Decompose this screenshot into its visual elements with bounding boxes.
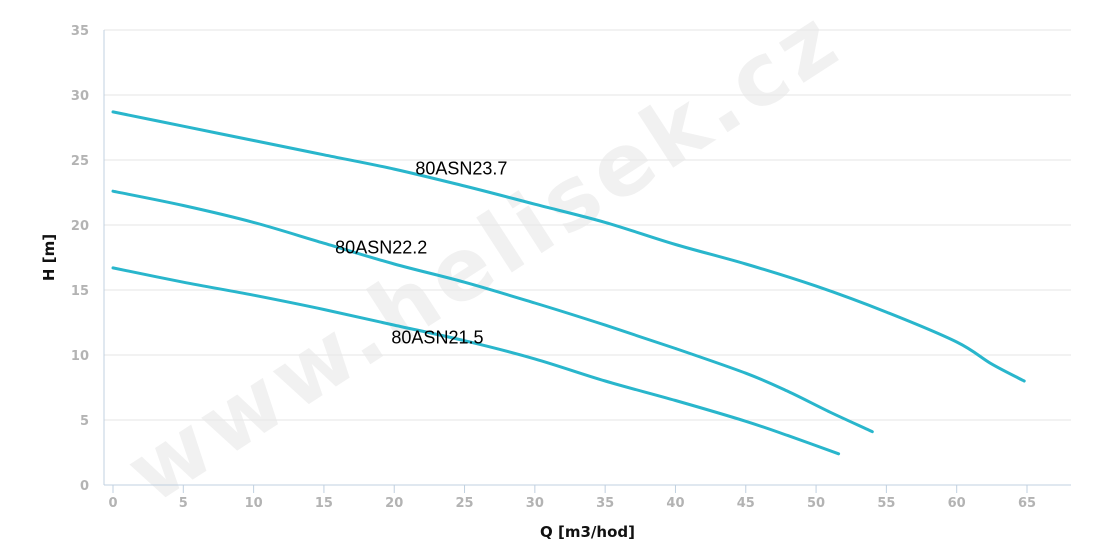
x-tick-label: 20 bbox=[385, 496, 403, 511]
series-line-80ASN23.7 bbox=[111, 110, 1026, 383]
y-tick-label: 30 bbox=[71, 89, 89, 104]
y-axis-title: H [m] bbox=[40, 234, 58, 281]
x-tick-label: 35 bbox=[596, 496, 614, 511]
x-tick-label: 65 bbox=[1018, 496, 1036, 511]
x-tick-label: 55 bbox=[877, 496, 895, 511]
watermark-text: www.helisek.cz bbox=[110, 0, 859, 523]
y-tick-label: 0 bbox=[80, 479, 89, 494]
x-tick-label: 45 bbox=[737, 496, 755, 511]
watermark-layer: www.helisek.cz bbox=[110, 0, 859, 523]
y-tick-label: 10 bbox=[71, 349, 89, 364]
series-label: 80ASN21.5 bbox=[391, 327, 483, 347]
series-line-80ASN21.5 bbox=[111, 266, 841, 456]
x-axis-title: Q [m3/hod] bbox=[540, 523, 635, 541]
series-label: 80ASN22.2 bbox=[335, 238, 427, 258]
y-tick-label: 5 bbox=[80, 414, 89, 429]
y-tick-label: 35 bbox=[71, 24, 89, 39]
x-tick-label: 25 bbox=[455, 496, 473, 511]
x-tick-label: 30 bbox=[526, 496, 544, 511]
x-tick-label: 60 bbox=[948, 496, 966, 511]
x-tick-label: 5 bbox=[179, 496, 188, 511]
axis-layer: 0 5 10 15 20 25 30 35 0 5 10 15 20 25 30 35 40 45 50 55 60 65 bbox=[71, 24, 1071, 511]
x-tick-label: 40 bbox=[666, 496, 684, 511]
series-layer bbox=[111, 110, 1026, 456]
y-tick-label: 25 bbox=[71, 154, 89, 169]
x-tick-label: 0 bbox=[108, 496, 117, 511]
label-layer: 80ASN23.7 80ASN22.2 80ASN21.5 bbox=[335, 158, 507, 347]
x-tick-label: 15 bbox=[315, 496, 333, 511]
series-label: 80ASN23.7 bbox=[415, 158, 507, 178]
x-tick-label: 10 bbox=[245, 496, 263, 511]
x-tick-label: 50 bbox=[807, 496, 825, 511]
series-line-80ASN22.2 bbox=[111, 189, 874, 434]
y-tick-label: 15 bbox=[71, 284, 89, 299]
y-tick-label: 20 bbox=[71, 219, 89, 234]
